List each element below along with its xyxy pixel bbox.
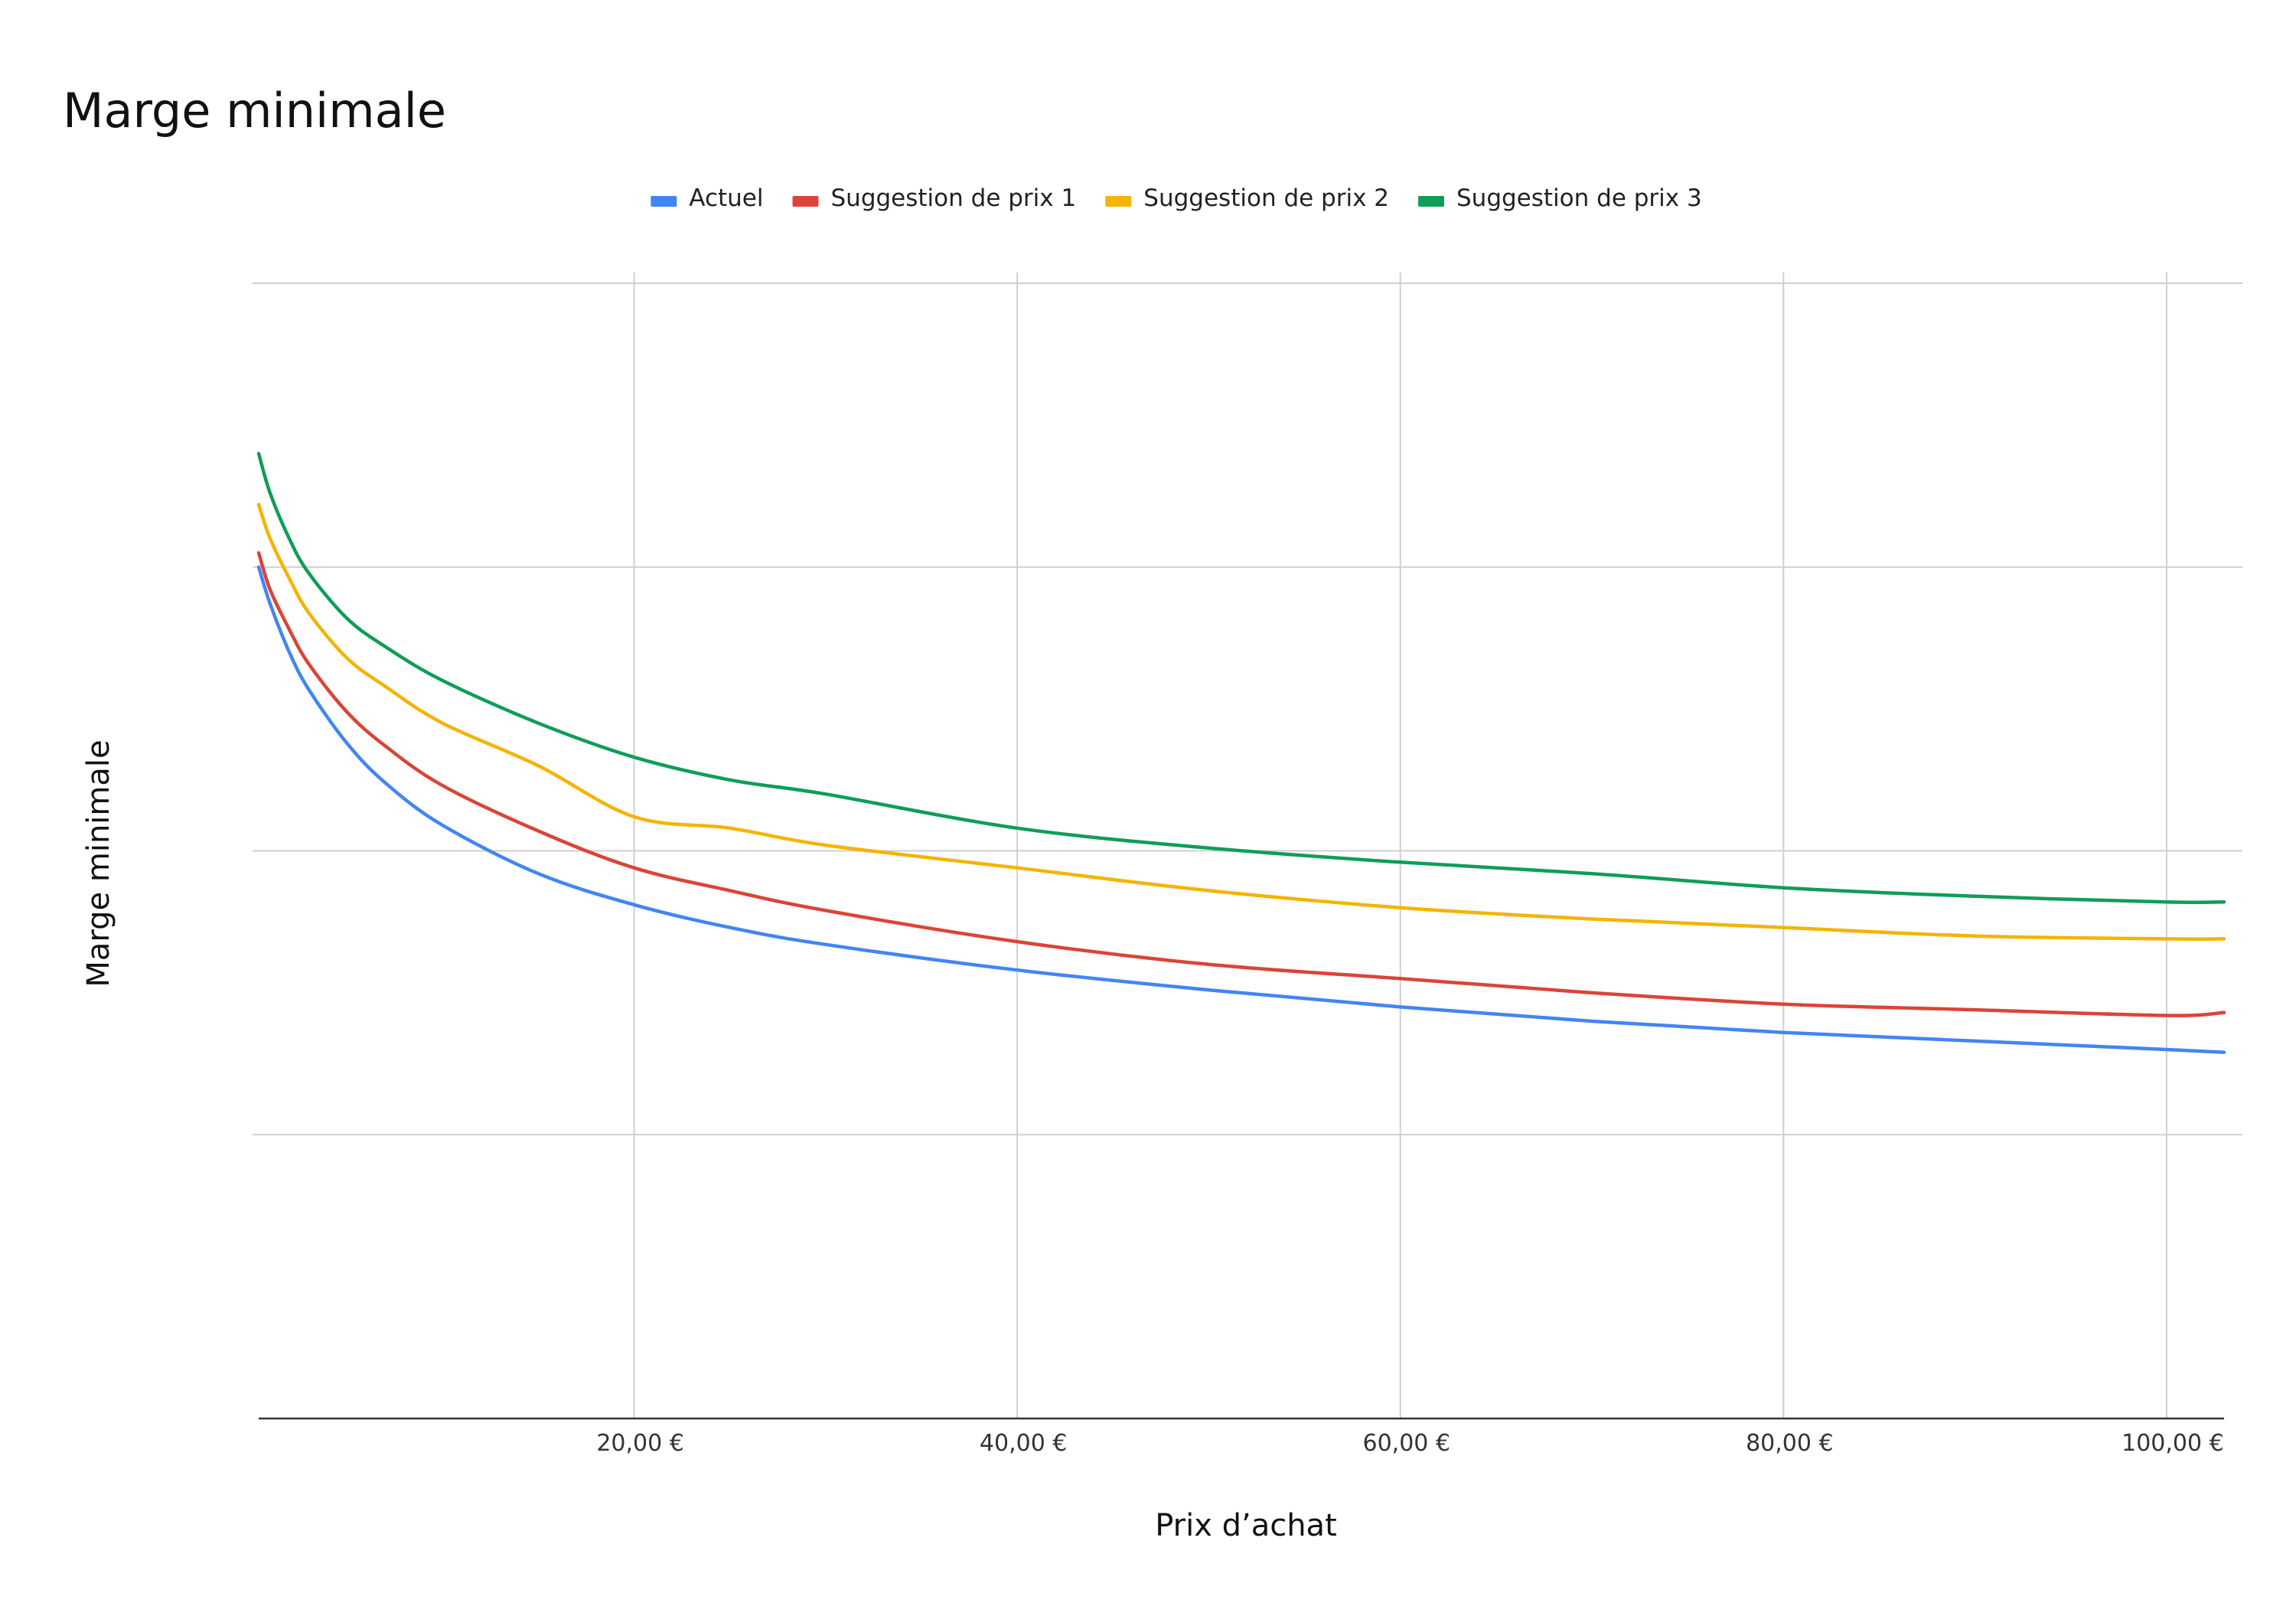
y-axis-title: Marge minimale <box>81 739 116 987</box>
series-line <box>256 565 2226 1054</box>
legend-item[interactable]: Suggestion de prix 2 <box>1105 184 1389 212</box>
legend-label: Suggestion de prix 2 <box>1143 184 1389 212</box>
legend-swatch <box>792 196 819 207</box>
x-tick-label: 100,00 € <box>2122 1430 2224 1457</box>
legend-item[interactable]: Suggestion de prix 1 <box>792 184 1077 212</box>
x-axis-ticks: 20,00 € 40,00 € 60,00 € 80,00 € 100,00 € <box>596 1430 2223 1457</box>
legend-label: Suggestion de prix 1 <box>831 184 1077 212</box>
legend-label: Actuel <box>689 184 763 212</box>
x-tick-label: 40,00 € <box>980 1430 1068 1457</box>
chart-legend: Actuel Suggestion de prix 1 Suggestion de … <box>651 184 1702 212</box>
x-tick-label: 80,00 € <box>1746 1430 1834 1457</box>
series-line <box>256 550 2226 1017</box>
legend-swatch <box>651 196 677 207</box>
x-tick-label: 20,00 € <box>596 1430 684 1457</box>
series-line <box>256 452 2226 905</box>
legend-swatch <box>1418 196 1444 207</box>
legend-label: Suggestion de prix 3 <box>1456 184 1702 212</box>
chart-grid <box>253 273 2242 1420</box>
x-axis-title: Prix d’achat <box>1155 1508 1337 1543</box>
legend-swatch <box>1105 196 1132 207</box>
legend-item[interactable]: Actuel <box>651 184 764 212</box>
plot-area <box>256 452 2226 1054</box>
legend-item[interactable]: Suggestion de prix 3 <box>1418 184 1702 212</box>
x-tick-label: 60,00 € <box>1362 1430 1450 1457</box>
series-line <box>256 502 2226 941</box>
chart-title: Marge minimale <box>63 83 446 139</box>
